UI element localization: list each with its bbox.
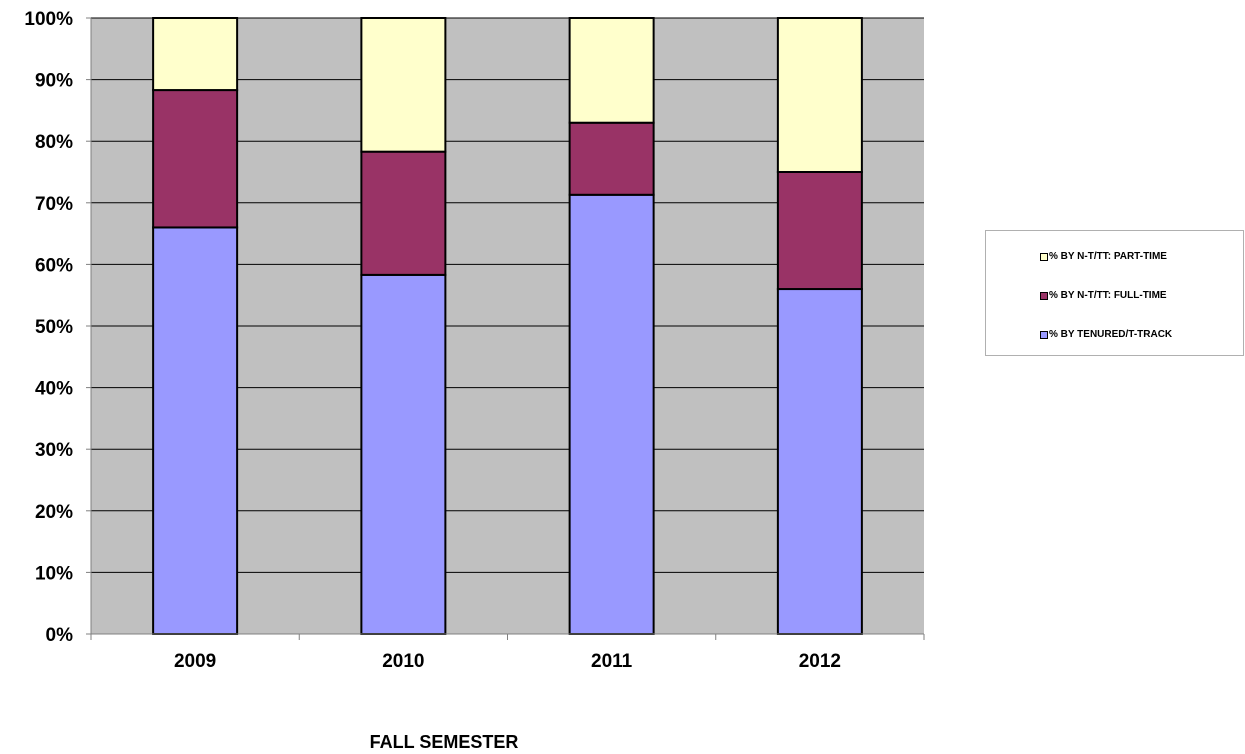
bar-segment-2009-s0 [152,226,239,635]
bar-segment-2009-s1 [152,89,239,229]
bar-segment-2012-s0 [776,288,863,635]
axes: 0% 10% 20% 30% 40% 50% 60% 70% 80% 90% 100% 2009 201… [24,9,925,672]
y-tick-label: 30% [35,440,73,461]
legend-label-full-time: % BY N-T/TT: FULL-TIME [1049,290,1167,301]
legend-swatch-tenured [1040,330,1048,339]
y-tick-label: 50% [35,317,73,338]
x-axis-title: FALL SEMESTER [370,732,519,752]
y-tick-label: 80% [35,132,73,153]
legend-item-part-time: % BY N-T/TT: PART-TIME [1040,251,1167,262]
bar-segment-2012-s1 [776,171,863,291]
bar-segment-2010-s2 [360,17,447,153]
y-tick-label: 40% [35,379,73,400]
bar-segment-2010-s1 [360,150,447,276]
y-tick-label: 10% [35,563,73,584]
legend-label-tenured: % BY TENURED/T-TRACK [1049,329,1173,340]
legend: % BY N-T/TT: PART-TIME % BY N-T/TT: FULL… [985,230,1244,356]
bars [152,17,863,636]
x-tick-label: 2011 [591,651,633,672]
x-tick-label: 2012 [799,651,841,672]
legend-item-full-time: % BY N-T/TT: FULL-TIME [1040,290,1167,301]
bar-segment-2011-s0 [568,193,655,636]
y-tick-label: 60% [35,255,73,276]
legend-swatch-full-time [1040,291,1048,300]
bar-segment-2009-s2 [152,17,239,92]
legend-item-tenured: % BY TENURED/T-TRACK [1040,329,1172,340]
y-tick-label: 0% [46,625,74,646]
bar-segment-2011-s2 [568,17,655,124]
bar-segment-2012-s2 [776,17,863,173]
y-tick-label: 20% [35,502,73,523]
bar-segment-2010-s0 [360,273,447,635]
y-tick-label: 100% [24,9,73,30]
y-tick-label: 70% [35,194,73,215]
bar-segment-2011-s1 [568,121,655,196]
x-tick-label: 2010 [382,651,424,672]
y-tick-label: 90% [35,71,73,92]
legend-swatch-part-time [1040,252,1048,261]
legend-label-part-time: % BY N-T/TT: PART-TIME [1049,251,1167,262]
x-tick-label: 2009 [174,651,216,672]
